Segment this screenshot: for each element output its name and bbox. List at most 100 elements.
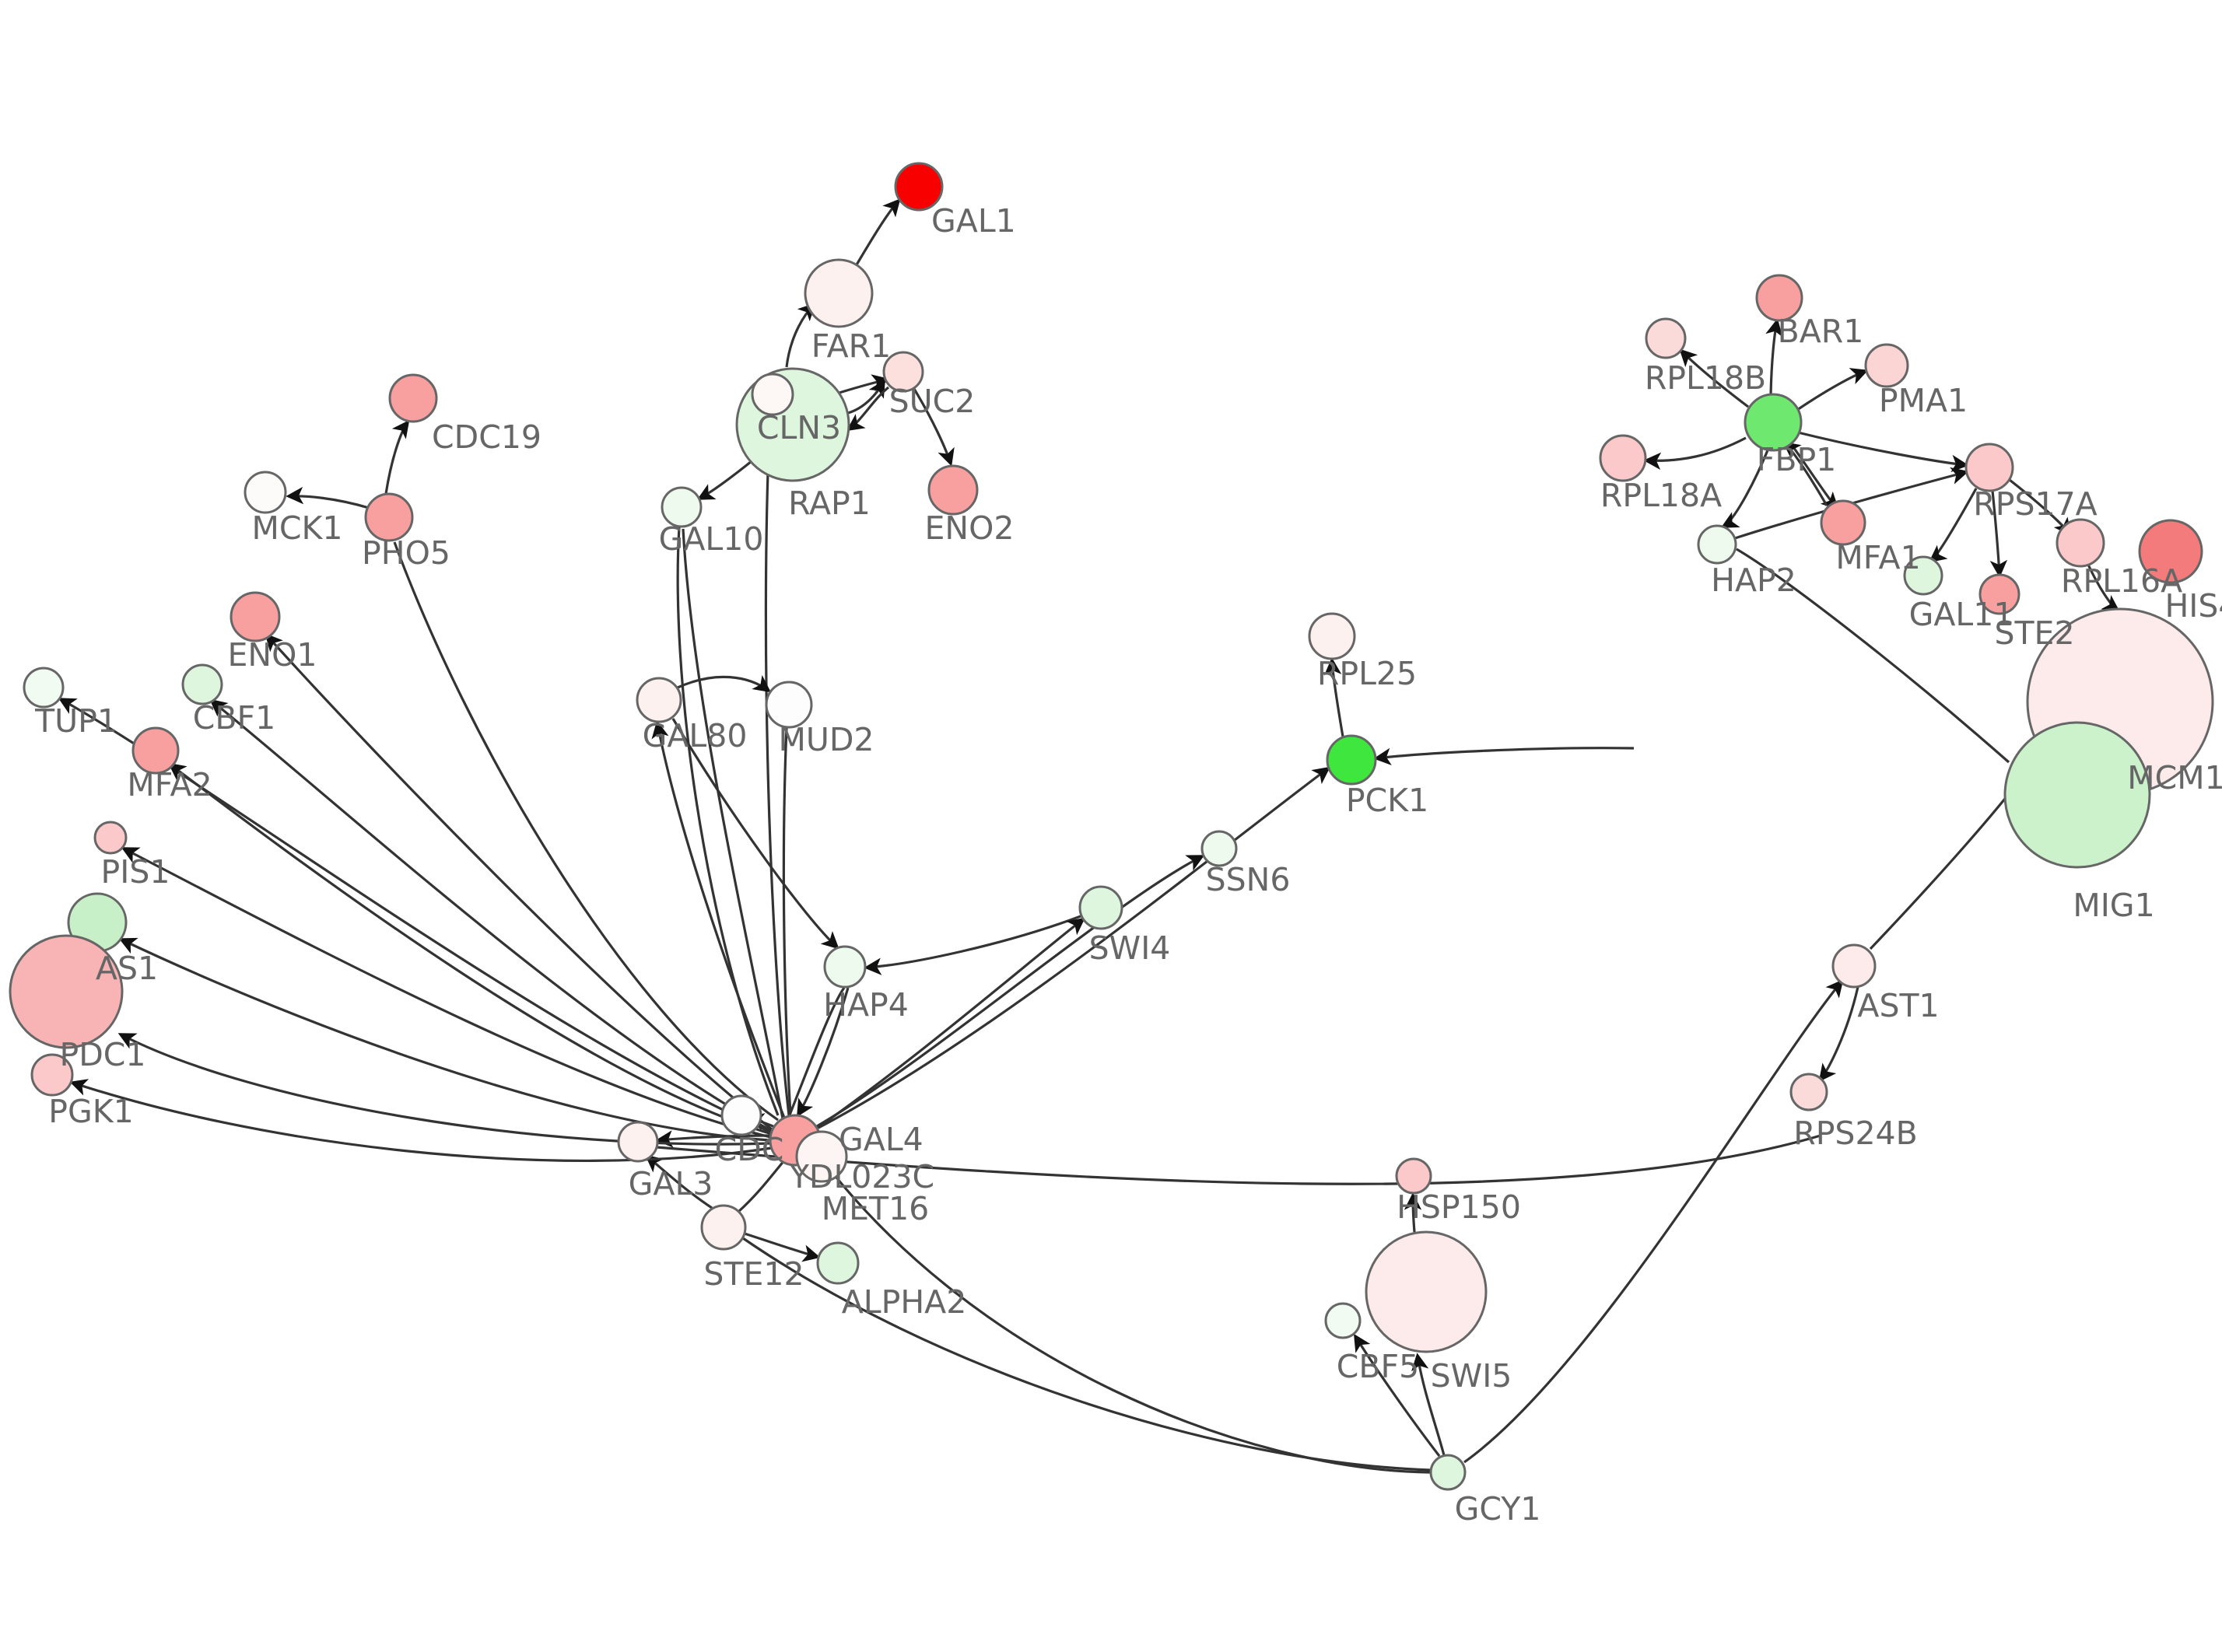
node-eno2[interactable]: ENO2 — [927, 464, 979, 516]
node-mfa2[interactable]: MFA2 — [131, 726, 180, 775]
node-label-mig1: MIG1 — [2073, 887, 2154, 924]
edge-FBP1-to-PMA1 — [1796, 368, 1869, 411]
node-label-eno2: ENO2 — [925, 509, 1015, 547]
node-label-gas1: AS1 — [96, 950, 158, 987]
node-cbf5[interactable]: CBF5 — [1324, 1302, 1362, 1339]
edge-SUC2-to-ENO2 — [913, 388, 955, 467]
node-label-swi4: SWI4 — [1089, 929, 1171, 967]
node-far1[interactable]: FAR1 — [804, 258, 874, 328]
node-mud2[interactable]: MUD2 — [765, 681, 813, 729]
node-pis1[interactable]: PIS1 — [93, 821, 128, 855]
edge-GAL4-to-GAL10b — [682, 528, 784, 1119]
edge-GAL4-to-PIS1 — [121, 847, 771, 1139]
node-label-swi5: SWI5 — [1431, 1357, 1512, 1395]
edge-GAL4-to-MFA2 — [168, 762, 773, 1136]
node-pck1[interactable]: PCK1 — [1326, 734, 1377, 786]
node-gal11[interactable]: GAL11 — [1903, 555, 1943, 596]
node-label-gal1: GAL1 — [931, 202, 1016, 240]
node-his4[interactable]: HIS4 — [2138, 519, 2203, 584]
node-label-cbf5: CBF5 — [1337, 1348, 1419, 1385]
node-rps17a[interactable]: RPS17A — [1964, 443, 2014, 492]
node-label-cln3: CLN3 — [757, 409, 841, 446]
node-label-cdc19: CDC19 — [432, 418, 541, 456]
edge-HAP4-to-GAL4 — [797, 987, 850, 1118]
node-pho5[interactable]: PHO5 — [364, 492, 414, 542]
node-label-gal4: GAL4 — [839, 1121, 923, 1158]
edge-GCY1-to-SWI5 — [1411, 1353, 1446, 1456]
node-cbf1[interactable]: CBF1 — [181, 663, 223, 705]
node-fbp1[interactable]: FBP1 — [1744, 393, 1803, 452]
edge-FBP1-to-HAP2 — [1720, 450, 1769, 528]
node-gal1[interactable]: GAL1 — [894, 162, 944, 212]
node-label-pho5: PHO5 — [362, 534, 450, 572]
node-ssn6[interactable]: SSN6 — [1200, 830, 1238, 867]
node-mfa1[interactable]: MFA1 — [1820, 499, 1866, 546]
edge-AST1-to-RPS24B — [1818, 986, 1859, 1082]
node-met16[interactable]: MET16 — [795, 1130, 848, 1183]
node-hap4[interactable]: HAP4 — [823, 945, 867, 989]
node-cdc19[interactable]: CDC19 — [388, 373, 438, 423]
node-rpl18a[interactable]: RPL18A — [1599, 434, 1647, 482]
node-label-pma1: PMA1 — [1879, 382, 1968, 419]
edge-GAL4-to-GAS1 — [118, 937, 771, 1142]
node-label-rpl18a: RPL18A — [1600, 477, 1722, 514]
node-label-gcy1: GCY1 — [1455, 1490, 1541, 1528]
edge-GAL4-to-ENO1 — [265, 633, 773, 1131]
node-label-rap1: RAP1 — [788, 485, 871, 522]
edge-GAL4-to-PHO5 — [393, 541, 779, 1122]
node-mck1[interactable]: MCK1 — [244, 471, 287, 514]
node-alpha2[interactable]: ALPHA2 — [816, 1241, 860, 1285]
node-hap2[interactable]: HAP2 — [1697, 524, 1737, 565]
edge-FBP1-to-BAR1 — [1765, 318, 1783, 396]
node-label-hap2: HAP2 — [1711, 562, 1796, 599]
node-rap1[interactable]: RAP1 — [751, 373, 794, 416]
node-label-gal11: GAL11 — [1909, 596, 2014, 633]
edge-CLN3-to-GAL10 — [696, 460, 752, 500]
node-bar1[interactable]: BAR1 — [1755, 274, 1803, 322]
edge-GAL80-to-HAP4 — [671, 718, 839, 950]
node-ast1[interactable]: AST1 — [1831, 943, 1877, 989]
node-mig1[interactable]: MIG1 — [2003, 721, 2151, 869]
node-swi4[interactable]: SWI4 — [1078, 885, 1123, 930]
node-pgk1[interactable]: PGK1 — [30, 1053, 74, 1097]
edge-HAP2-to-RPS17A — [1734, 467, 1969, 540]
node-cdc[interactable]: CDC — [720, 1094, 762, 1136]
node-label-fbp1: FBP1 — [1757, 441, 1837, 478]
node-label-suc2: SUC2 — [889, 383, 976, 420]
edge-GAL10-to-GAL4 — [676, 527, 780, 1116]
node-rps24b[interactable]: RPS24B — [1789, 1073, 1828, 1111]
node-rpl18b[interactable]: RPL18B — [1645, 317, 1687, 359]
node-suc2[interactable]: SUC2 — [882, 351, 924, 393]
node-gal3[interactable]: GAL3 — [617, 1121, 659, 1163]
node-gal10[interactable]: GAL10 — [661, 486, 703, 528]
node-label-rps17a: RPS17A — [1973, 485, 2097, 523]
node-rpl16a[interactable]: RPL16A — [2056, 518, 2105, 568]
node-label-mfa2: MFA2 — [127, 766, 212, 803]
node-tup1[interactable]: TUP1 — [23, 667, 65, 709]
node-ste12[interactable]: STE12 — [700, 1204, 747, 1251]
edge-GAL80-to-MUD2 — [677, 674, 772, 693]
node-label-ast1: AST1 — [1857, 987, 1939, 1024]
node-label-rpl18b: RPL18B — [1645, 359, 1766, 397]
node-label-ssn6: SSN6 — [1206, 861, 1291, 898]
node-gal80[interactable]: GAL80 — [636, 677, 682, 723]
node-ste2[interactable]: STE2 — [1978, 573, 2020, 615]
node-gcy1[interactable]: GCY1 — [1429, 1454, 1467, 1491]
edge-GAL4-to-PCK1 — [818, 766, 1330, 1129]
node-eno1[interactable]: ENO1 — [230, 591, 281, 642]
edge-GAL4-to-GAL3 — [655, 1130, 771, 1148]
node-pdc1[interactable]: PDC1 — [9, 934, 124, 1049]
node-swi5[interactable]: SWI5 — [1365, 1230, 1488, 1353]
node-pma1[interactable]: PMA1 — [1864, 343, 1909, 388]
node-label-mck1: MCK1 — [252, 509, 343, 547]
edge-FBP1-to-RPL18B — [1679, 348, 1749, 408]
edge-PHO5-to-MCK1 — [286, 486, 370, 509]
node-hsp150[interactable]: HSP150 — [1395, 1157, 1432, 1195]
edge-GAL3-to-right — [656, 1134, 1821, 1185]
node-rpl25[interactable]: RPL25 — [1308, 612, 1356, 660]
node-label-rpl16a: RPL16A — [2061, 562, 2182, 600]
node-label-gal10: GAL10 — [659, 520, 764, 558]
node-label-met16: MET16 — [822, 1190, 930, 1227]
